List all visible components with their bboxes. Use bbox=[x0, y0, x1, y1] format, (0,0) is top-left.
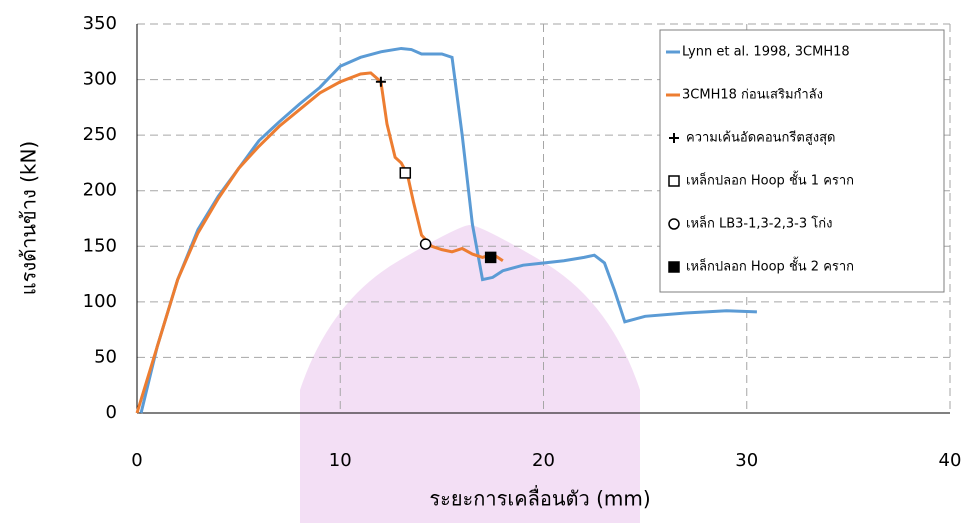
y-tick-label: 100 bbox=[83, 291, 117, 312]
legend-label: เหล็กปลอก Hoop ชั้น 1 คราก bbox=[686, 171, 854, 189]
y-tick-label: 250 bbox=[83, 124, 117, 145]
x-axis-label: ระยะการเคลื่อนตัว (mm) bbox=[429, 485, 650, 511]
legend-swatch bbox=[669, 133, 679, 143]
y-tick-label: 50 bbox=[94, 346, 117, 367]
line-series bbox=[135, 71, 504, 414]
legend bbox=[659, 29, 945, 293]
legend-swatch bbox=[668, 175, 680, 187]
legend-swatch bbox=[668, 261, 680, 273]
line-series bbox=[139, 46, 757, 414]
x-tick-label: 20 bbox=[532, 450, 555, 471]
marker bbox=[399, 167, 412, 179]
y-axis-label: แรงด้านข้าง (kN) bbox=[17, 141, 41, 295]
y-tick-label: 300 bbox=[83, 69, 117, 90]
legend-label: Lynn et al. 1998, 3CMH18 bbox=[682, 45, 850, 60]
y-tick-label: 350 bbox=[83, 13, 117, 34]
marker bbox=[375, 76, 386, 87]
x-tick-label: 10 bbox=[329, 450, 352, 471]
x-tick-label: 0 bbox=[131, 450, 142, 471]
y-tick-label: 200 bbox=[83, 180, 117, 201]
legend-label: 3CMH18 ก่อนเสริมกำลัง bbox=[682, 88, 823, 103]
y-tick-label: 0 bbox=[106, 402, 117, 423]
legend-label: เหล็ก LB3-1,3-2,3-3 โก่ง bbox=[686, 214, 832, 232]
marker bbox=[484, 251, 497, 264]
legend-label: ความเค้นอัดคอนกรีตสูงสุด bbox=[686, 130, 836, 146]
y-tick-label: 150 bbox=[83, 235, 117, 256]
x-tick-label: 40 bbox=[939, 450, 962, 471]
x-tick-label: 30 bbox=[735, 450, 758, 471]
marker bbox=[419, 238, 432, 250]
watermark bbox=[300, 225, 640, 523]
legend-label: เหล็กปลอก Hoop ชั้น 2 คราก bbox=[686, 257, 854, 275]
legend-swatch bbox=[668, 218, 680, 230]
